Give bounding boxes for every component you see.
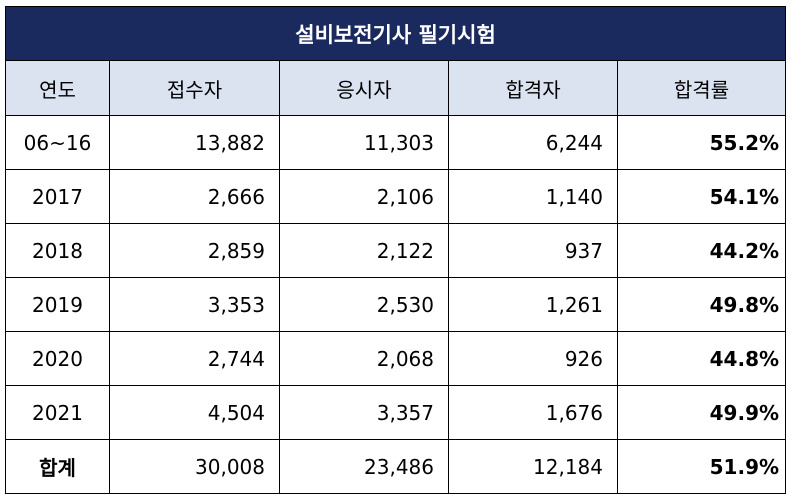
pass-rate-cell: 54.1% xyxy=(616,169,787,224)
exam-statistics-sheet: 설비보전기사 필기시험 연도 접수자 응시자 합격자 합격률 06~16 13,… xyxy=(4,6,787,494)
total-applicants-cell: 30,008 xyxy=(109,439,280,494)
applicants-cell: 13,882 xyxy=(109,115,280,170)
applicants-cell: 2,666 xyxy=(109,169,280,224)
header-applicants: 접수자 xyxy=(109,60,280,116)
total-pass-rate-cell: 51.9% xyxy=(616,439,787,494)
examinees-cell: 2,530 xyxy=(279,277,449,332)
header-passers: 합격자 xyxy=(448,60,618,116)
table-row: 2021 4,504 3,357 1,676 49.9% xyxy=(5,385,787,440)
total-passers-cell: 12,184 xyxy=(448,439,618,494)
table-row: 2019 3,353 2,530 1,261 49.8% xyxy=(5,277,787,332)
applicants-cell: 3,353 xyxy=(109,277,280,332)
total-row: 합계 30,008 23,486 12,184 51.9% xyxy=(5,439,787,494)
header-pass-rate: 합격률 xyxy=(616,60,787,116)
header-examinees: 응시자 xyxy=(279,60,449,116)
year-cell: 2019 xyxy=(5,277,110,332)
table-row: 2018 2,859 2,122 937 44.2% xyxy=(5,223,787,278)
year-cell: 06~16 xyxy=(5,115,110,170)
applicants-cell: 2,744 xyxy=(109,331,280,386)
year-cell: 2021 xyxy=(5,385,110,440)
year-cell: 2018 xyxy=(5,223,110,278)
header-year: 연도 xyxy=(5,60,110,116)
year-cell: 2017 xyxy=(5,169,110,224)
table-row: 2017 2,666 2,106 1,140 54.1% xyxy=(5,169,787,224)
table-row: 06~16 13,882 11,303 6,244 55.2% xyxy=(5,115,787,170)
header-row: 연도 접수자 응시자 합격자 합격률 xyxy=(5,60,787,116)
examinees-cell: 2,106 xyxy=(279,169,449,224)
passers-cell: 6,244 xyxy=(448,115,618,170)
pass-rate-cell: 44.2% xyxy=(616,223,787,278)
pass-rate-cell: 49.8% xyxy=(616,277,787,332)
examinees-cell: 2,122 xyxy=(279,223,449,278)
passers-cell: 926 xyxy=(448,331,618,386)
passers-cell: 1,676 xyxy=(448,385,618,440)
pass-rate-cell: 44.8% xyxy=(616,331,787,386)
pass-rate-cell: 49.9% xyxy=(616,385,787,440)
table-title: 설비보전기사 필기시험 xyxy=(4,6,787,61)
applicants-cell: 4,504 xyxy=(109,385,280,440)
passers-cell: 937 xyxy=(448,223,618,278)
total-examinees-cell: 23,486 xyxy=(279,439,449,494)
pass-rate-cell: 55.2% xyxy=(616,115,787,170)
exam-statistics-table: 설비보전기사 필기시험 연도 접수자 응시자 합격자 합격률 06~16 13,… xyxy=(4,6,787,494)
examinees-cell: 3,357 xyxy=(279,385,449,440)
examinees-cell: 2,068 xyxy=(279,331,449,386)
table-row: 2020 2,744 2,068 926 44.8% xyxy=(5,331,787,386)
title-row: 설비보전기사 필기시험 xyxy=(4,6,787,61)
passers-cell: 1,261 xyxy=(448,277,618,332)
total-label-cell: 합계 xyxy=(5,439,110,494)
examinees-cell: 11,303 xyxy=(279,115,449,170)
applicants-cell: 2,859 xyxy=(109,223,280,278)
passers-cell: 1,140 xyxy=(448,169,618,224)
year-cell: 2020 xyxy=(5,331,110,386)
